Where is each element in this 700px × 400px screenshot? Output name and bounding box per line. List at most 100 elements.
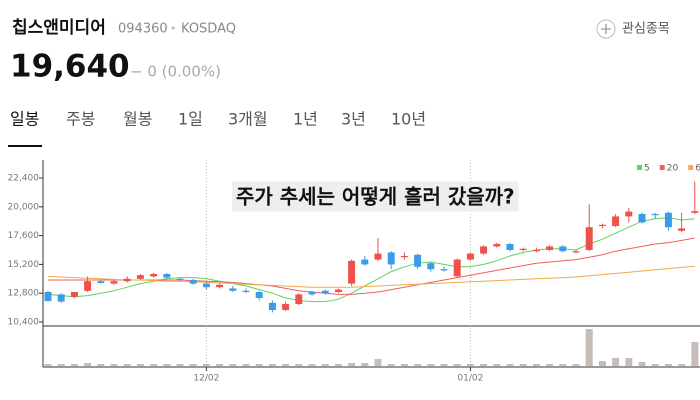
candle-body [268, 302, 276, 310]
volume-bar [532, 364, 540, 366]
volume-bar [400, 364, 408, 366]
candle-body [440, 269, 448, 271]
candle-body [585, 227, 593, 250]
tab[interactable]: 1일 [178, 110, 203, 129]
candle-body [664, 212, 672, 228]
volume-bar [387, 364, 395, 366]
volume-bar [123, 364, 131, 366]
volume-bar [638, 362, 646, 366]
candle-body [598, 224, 606, 226]
volume-bar [691, 342, 699, 366]
legend-swatch [659, 165, 665, 170]
candle-body [57, 294, 65, 302]
volume-bar [255, 364, 263, 366]
candle-body [123, 278, 131, 282]
moving-average-line [47, 265, 695, 288]
volume-bar [163, 364, 171, 366]
price: 19,640 [10, 49, 130, 85]
volume-bar [453, 364, 461, 366]
volume-bar [466, 364, 474, 366]
volume-bar [480, 364, 488, 366]
volume-bar [519, 364, 527, 366]
market: KOSDAQ [181, 22, 236, 37]
y-tick-label: 15,200 [8, 260, 40, 270]
y-tick-label: 17,600 [8, 231, 40, 241]
volume-bar [572, 364, 580, 366]
y-tick-label: 20,000 [8, 202, 40, 212]
volume-bar [136, 364, 144, 366]
volume-bar [176, 364, 184, 366]
candle-body [546, 246, 554, 250]
volume-bar [493, 364, 501, 366]
volume-bar [216, 364, 224, 366]
candle-body [176, 278, 184, 280]
candle-body [466, 253, 474, 260]
candle-body [334, 289, 342, 292]
volume-bar [585, 329, 593, 366]
candle-body [216, 284, 224, 288]
candle-body [97, 281, 105, 283]
y-tick-label: 22,400 [8, 174, 40, 184]
candle-body [638, 214, 646, 223]
tab[interactable]: 일봉 [10, 110, 39, 129]
tab[interactable]: 주봉 [66, 110, 95, 129]
candle-body [242, 290, 250, 292]
candle-body [414, 254, 422, 267]
tabs: 일봉 주봉 월봉 1일 3개월 1년 3년 10년 [8, 110, 426, 147]
volume-bar [598, 361, 606, 366]
legend-swatch [688, 165, 694, 170]
legend-label: 5 [644, 164, 650, 174]
candle-body [321, 290, 329, 294]
candle-body [136, 275, 144, 279]
volume-bar [44, 364, 52, 366]
tab[interactable]: 10년 [391, 110, 426, 129]
candle-body [282, 304, 290, 310]
candle-body [625, 211, 633, 217]
candle-body [255, 292, 263, 298]
tab[interactable]: 3개월 [228, 110, 268, 129]
candle-body [150, 274, 158, 277]
candle-body [361, 259, 369, 265]
volume-bar [678, 364, 686, 366]
tab[interactable]: 1년 [293, 110, 318, 129]
candle-body [110, 281, 118, 284]
volume-bar [374, 359, 382, 366]
volume-bar [321, 364, 329, 366]
candle-body [493, 244, 501, 247]
volume-bar [440, 364, 448, 366]
tab[interactable]: 3년 [341, 110, 366, 129]
volume-bar [334, 364, 342, 366]
stock-code: 094360 [118, 22, 168, 37]
candle-body [678, 228, 686, 231]
volume-bar [57, 364, 65, 366]
plus-icon[interactable] [601, 24, 611, 34]
candle-body [84, 281, 92, 291]
stock-name: 칩스앤미디어 [12, 17, 106, 38]
candle-body [202, 283, 210, 288]
candle-body [400, 256, 408, 258]
tab[interactable]: 월봉 [123, 110, 152, 129]
price-change: − 0 (0.00%) [130, 63, 221, 81]
candle-body [612, 216, 620, 226]
watchlist-label[interactable]: 관심종목 [622, 22, 670, 37]
watchlist-button[interactable]: 관심종목 [596, 19, 670, 39]
tab-underline [8, 145, 42, 147]
volume-bar [70, 364, 78, 366]
volume-bar [506, 364, 514, 366]
volume-bar [308, 364, 316, 366]
separator: • [170, 22, 177, 35]
volume-bar [625, 358, 633, 366]
plus-circle[interactable] [596, 19, 616, 39]
volume-bar [361, 363, 369, 366]
candle-body [427, 263, 435, 270]
volume-bar [414, 364, 422, 366]
annotation-background [232, 181, 519, 212]
candle-body [480, 246, 488, 254]
chart [42, 160, 700, 368]
candle-body [163, 274, 171, 278]
legend-label: 20 [667, 164, 679, 174]
volume-bar [651, 364, 659, 366]
candle-body [506, 244, 514, 250]
legend-swatch [637, 165, 642, 170]
